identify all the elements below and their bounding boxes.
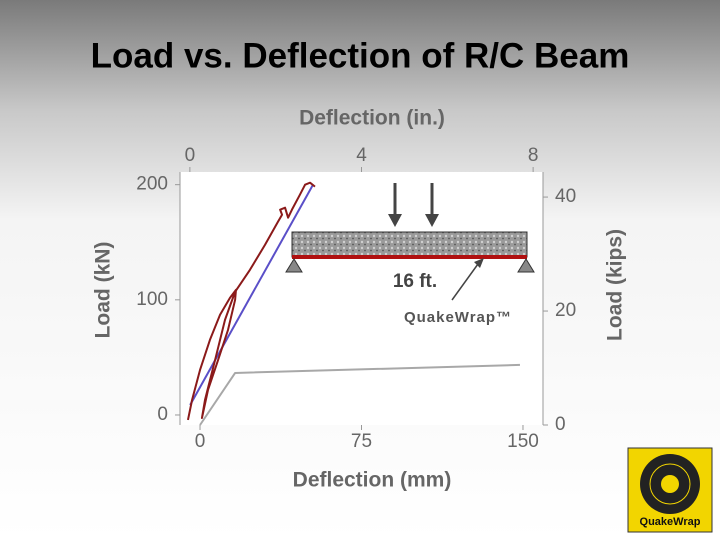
logo: QuakeWrap — [627, 447, 713, 533]
wrap — [292, 255, 527, 259]
x-axis-title: Deflection (mm) — [293, 469, 452, 492]
data-line — [186, 181, 316, 421]
beam — [291, 231, 528, 258]
y2-tick-label: 40 — [555, 186, 576, 207]
x2-tick-label: 0 — [185, 145, 196, 166]
x-tick-label: 75 — [351, 431, 372, 452]
logo-center — [661, 475, 679, 493]
pointer-head — [474, 258, 484, 268]
y-axis-title: Load (kN) — [92, 242, 115, 339]
plot-area — [180, 172, 543, 425]
annotation: QuakeWrap™ — [404, 309, 512, 326]
x2-tick-label: 4 — [356, 145, 367, 166]
support — [285, 258, 303, 273]
logo-text: QuakeWrap — [640, 516, 701, 528]
y-tick-label: 0 — [157, 404, 168, 425]
arrow-head — [388, 214, 402, 227]
y-tick-label: 100 — [136, 289, 168, 310]
y2-tick-label: 20 — [555, 300, 576, 321]
arrow-head — [425, 214, 439, 227]
y2-tick-label: 0 — [555, 414, 566, 435]
y2-axis-title: Load (kips) — [604, 229, 627, 341]
x-tick-label: 0 — [195, 431, 206, 452]
y-tick-label: 200 — [136, 174, 168, 195]
data-line — [189, 184, 314, 406]
x2-tick-label: 8 — [528, 145, 539, 166]
annotation: 16 ft. — [393, 271, 437, 292]
x2-axis-title: Deflection (in.) — [299, 107, 445, 130]
title: Load vs. Deflection of R/C Beam — [91, 36, 630, 75]
x-tick-label: 150 — [507, 431, 539, 452]
logo-ring — [649, 463, 691, 505]
pointer — [451, 263, 479, 301]
data-line — [199, 363, 520, 426]
support — [517, 258, 535, 273]
beam-diagram: 16 ft. QuakeWrap™ — [285, 183, 535, 326]
